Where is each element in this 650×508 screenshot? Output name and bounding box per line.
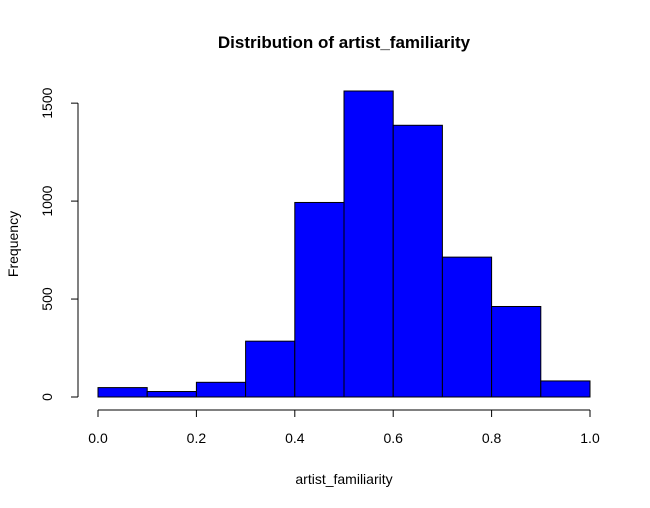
histogram-bar-6 — [392, 124, 443, 398]
y-tick-label: 1000 — [39, 185, 55, 216]
y-tick-label: 1500 — [39, 87, 55, 118]
x-tick-label: 1.0 — [580, 430, 600, 446]
bars-group — [97, 90, 591, 398]
y-axis: 0 500 1000 1500 — [39, 87, 79, 401]
histogram-bar-9 — [540, 380, 591, 398]
histogram-bar-3 — [245, 340, 296, 398]
histogram-bar-1 — [146, 391, 197, 398]
chart-title: Distribution of artist_familiarity — [218, 33, 471, 52]
histogram-bar-0 — [97, 387, 148, 398]
y-tick-label: 0 — [39, 393, 55, 401]
x-tick-label: 0.0 — [88, 430, 108, 446]
x-tick-label: 0.4 — [285, 430, 305, 446]
x-axis-label: artist_familiarity — [295, 471, 392, 487]
y-axis-label: Frequency — [5, 211, 21, 277]
histogram-bar-2 — [195, 381, 247, 398]
x-tick-label: 0.6 — [383, 430, 403, 446]
x-tick-label: 0.8 — [482, 430, 502, 446]
x-tick-label: 0.2 — [187, 430, 207, 446]
histogram-bar-4 — [294, 201, 345, 398]
x-axis: 0.0 0.2 0.4 0.6 0.8 1.0 — [88, 409, 600, 446]
y-tick-label: 500 — [39, 287, 55, 311]
histogram-bar-5 — [343, 90, 394, 398]
histogram-bar-8 — [491, 305, 542, 398]
histogram-bar-7 — [441, 256, 493, 398]
